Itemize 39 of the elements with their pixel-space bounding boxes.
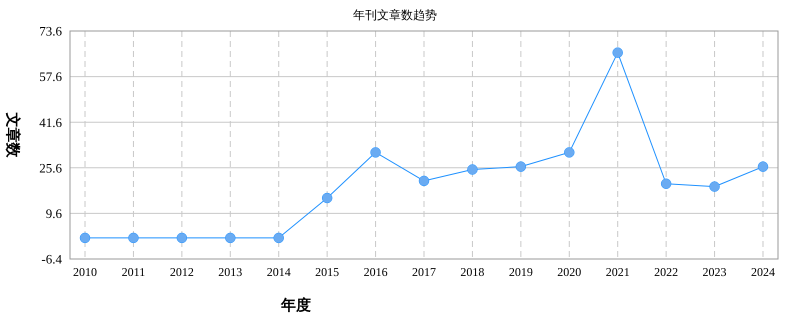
point (564, 147, 575, 158)
x-tick-label: 2020 (557, 265, 582, 279)
point (322, 192, 332, 204)
y-tick-label: 25.6 (39, 160, 62, 176)
x-tick-label: 2014 (266, 265, 291, 279)
y-tick-label: 57.6 (39, 69, 62, 84)
x-tick-label: 2012 (170, 265, 194, 279)
point (660, 178, 672, 190)
x-tick-label: 2013 (218, 265, 242, 279)
point (758, 161, 768, 172)
point (370, 147, 381, 158)
x-axis-title: 年度 (280, 296, 311, 314)
point (612, 47, 623, 58)
chart-title: 年刊文章数趋势 (353, 8, 437, 22)
y-tick-label: 9.6 (46, 206, 62, 221)
x-tick-label: 2017 (412, 265, 436, 279)
x-tick-label: 2010 (73, 265, 98, 279)
y-tick-label: -6.4 (41, 252, 62, 267)
x-tick-label: 2015 (315, 265, 340, 279)
point (128, 232, 139, 244)
y-tick-label: 73.6 (39, 24, 62, 39)
x-tick-label: 2022 (654, 265, 678, 279)
point (516, 161, 526, 172)
point (418, 176, 430, 186)
x-tick-label: 2016 (364, 265, 388, 279)
x-tick-label: 2024 (750, 265, 775, 279)
x-tick-label: 2018 (460, 265, 484, 279)
x-tick-label: 2011 (122, 265, 146, 279)
point (176, 232, 188, 244)
point (80, 232, 90, 244)
point (709, 181, 720, 192)
y-axis-title: 文章数 (4, 112, 22, 158)
x-tick-label: 2019 (508, 265, 533, 279)
x-tick-label: 2023 (702, 265, 727, 279)
y-tick-label: 41.6 (39, 114, 62, 130)
point (467, 164, 478, 175)
point (225, 232, 236, 244)
point (273, 232, 284, 244)
x-tick-label: 2021 (606, 265, 630, 279)
